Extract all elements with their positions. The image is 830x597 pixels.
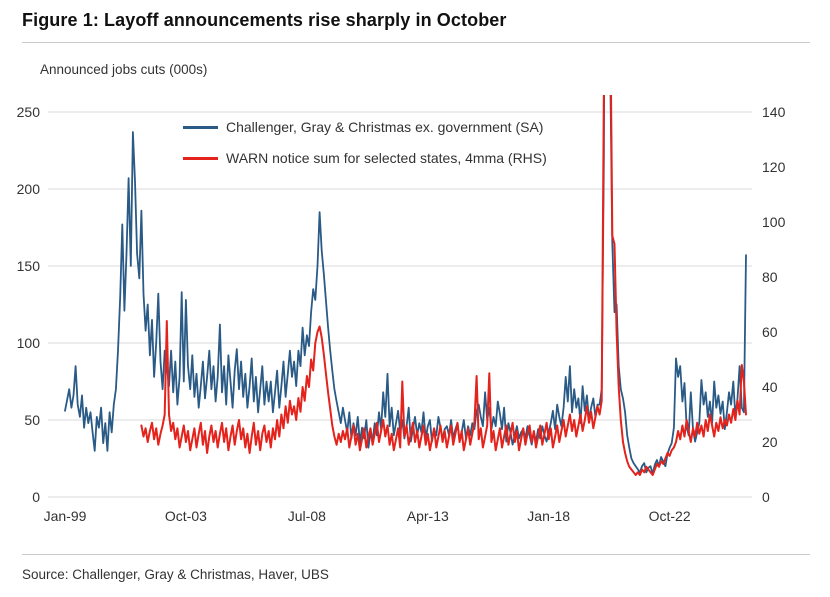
y-axis-right-tick-label: 60 xyxy=(762,324,778,340)
x-axis-tick-label: Jan-18 xyxy=(527,508,570,524)
y-axis-left-tick-label: 100 xyxy=(17,335,41,351)
series-layer xyxy=(64,95,747,476)
y-axis-left-tick-label: 150 xyxy=(17,258,41,274)
series-line-warn xyxy=(140,95,747,476)
y-axis-right-tick-label: 80 xyxy=(762,269,778,285)
y-axis-right-tick-label: 0 xyxy=(762,489,770,505)
source-text: Source: Challenger, Gray & Christmas, Ha… xyxy=(22,567,329,582)
source-divider xyxy=(22,554,810,555)
x-axis-tick-label: Oct-22 xyxy=(649,508,691,524)
y-axis-right-labels: 0 20 40 60 80 100 120 140 xyxy=(762,104,786,505)
y-axis-right-tick-label: 120 xyxy=(762,159,786,175)
y-axis-left-tick-label: 200 xyxy=(17,181,41,197)
chart-svg: 0 50 100 150 200 250 0 20 40 60 80 100 120 140 Jan-9… xyxy=(17,95,786,524)
x-axis-labels: Jan-99 Oct-03 Jul-08 Apr-13 Jan-18 Oct-22 xyxy=(44,508,691,524)
y-axis-left-tick-label: 50 xyxy=(24,412,40,428)
legend-label-warn: WARN notice sum for selected states, 4mm… xyxy=(226,150,547,166)
y-axis-right-tick-label: 140 xyxy=(762,104,786,120)
y-axis-right-tick-label: 40 xyxy=(762,379,778,395)
y-axis-left-tick-label: 250 xyxy=(17,104,41,120)
x-axis-tick-label: Oct-03 xyxy=(165,508,207,524)
x-axis-tick-label: Jul-08 xyxy=(288,508,326,524)
chart-legend: Challenger, Gray & Christmas ex. governm… xyxy=(183,117,547,168)
title-divider xyxy=(22,42,810,43)
legend-item-challenger: Challenger, Gray & Christmas ex. governm… xyxy=(183,117,547,137)
x-axis-tick-label: Jan-99 xyxy=(44,508,87,524)
axis-unit-label: Announced jobs cuts (000s) xyxy=(40,62,208,77)
challenger-line-swatch xyxy=(183,125,218,129)
y-axis-right-tick-label: 20 xyxy=(762,434,778,450)
y-axis-left-tick-label: 0 xyxy=(32,489,40,505)
warn-line-swatch xyxy=(183,156,218,160)
legend-label-challenger: Challenger, Gray & Christmas ex. governm… xyxy=(226,119,544,135)
legend-item-warn: WARN notice sum for selected states, 4mm… xyxy=(183,148,547,168)
y-axis-left-labels: 0 50 100 150 200 250 xyxy=(17,104,41,505)
x-axis-tick-label: Apr-13 xyxy=(407,508,449,524)
y-axis-right-tick-label: 100 xyxy=(762,214,786,230)
page-title: Figure 1: Layoff announcements rise shar… xyxy=(22,10,507,30)
